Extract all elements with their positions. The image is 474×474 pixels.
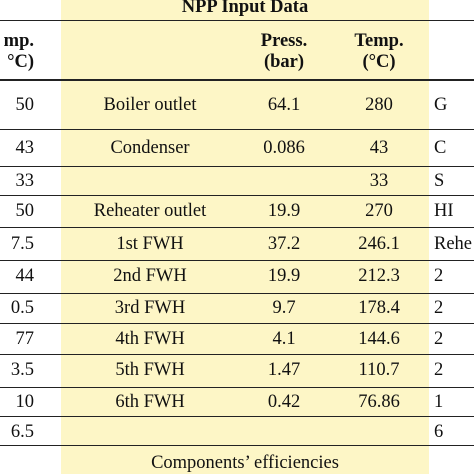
table-cell-press: 64.1 [267, 95, 301, 115]
table-rule [0, 445, 474, 446]
table-rule [0, 354, 474, 355]
table-cell-name: 2nd FWH [113, 266, 187, 286]
table-cell-right: S [434, 171, 445, 191]
table-cell-name: Reheater outlet [93, 201, 207, 221]
table-cell-left: 44 [15, 266, 35, 286]
table-rule [0, 129, 474, 130]
table-rule [0, 260, 474, 261]
table-rule [0, 79, 474, 81]
table-cell-name: 6th FWH [115, 392, 185, 412]
press-header-line1: Press. [260, 31, 308, 51]
table-cell-right: Rehe [434, 234, 473, 254]
table-cell-name: 5th FWH [115, 360, 185, 380]
table-cell-name: Boiler outlet [103, 95, 197, 115]
table-cell-temp: 280 [365, 95, 393, 115]
table-rule [0, 416, 474, 417]
table-cell-left: 0.5 [10, 298, 34, 318]
table-cell-name: Condenser [110, 138, 190, 158]
table-cell-right: 2 [434, 266, 444, 286]
temp-header-line1: Temp. [354, 31, 404, 51]
table-rule [0, 20, 474, 21]
table-cell-temp: 110.7 [358, 360, 400, 380]
table-rule [0, 293, 474, 294]
table-cell-name: 4th FWH [115, 329, 185, 349]
table-cell-left: 3.5 [10, 360, 34, 380]
table-cell-left: 33 [15, 171, 35, 191]
press-header-line2: (bar) [263, 52, 305, 72]
table-rule [0, 166, 474, 167]
table-cell-right: 6 [434, 422, 444, 442]
table-cell-right: G [434, 95, 448, 115]
table-cell-press: 4.1 [272, 329, 296, 349]
table-cell-left: 50 [15, 95, 35, 115]
table-cell-left: 43 [15, 138, 35, 158]
table-cell-right: 2 [434, 298, 444, 318]
table-cell-right: 2 [434, 329, 444, 349]
table-cell-press: 19.9 [267, 201, 301, 221]
table-rule [0, 387, 474, 388]
table-cell-left: 77 [15, 329, 35, 349]
table-cell-press: 37.2 [267, 234, 301, 254]
table-title: NPP Input Data [181, 0, 309, 17]
table-cell-right: HI [434, 201, 454, 221]
table-cell-press: 19.9 [267, 266, 301, 286]
table-cell-press: 0.086 [263, 138, 305, 158]
table-cell-name: 1st FWH [116, 234, 184, 254]
table-cell-right: 2 [434, 360, 444, 380]
table-rule [0, 227, 474, 228]
left-header-line2: °C) [7, 52, 34, 72]
table-cell-temp: 246.1 [358, 234, 400, 254]
table-cell-right: C [434, 138, 447, 158]
table-cell-press: 0.42 [267, 392, 301, 412]
table-rule [0, 323, 474, 324]
table-cell-left: 6.5 [10, 422, 34, 442]
left-header-line1: mp. [3, 31, 34, 51]
table-cell-name: 3rd FWH [114, 298, 186, 318]
table-cell-temp: 270 [365, 201, 393, 221]
table-cell-temp: 76.86 [358, 392, 400, 412]
table-cell-temp: 212.3 [358, 266, 400, 286]
table-cell-left: 10 [15, 392, 35, 412]
table-cell-press: 9.7 [272, 298, 296, 318]
table-cell-left: 50 [15, 201, 35, 221]
table-footer: Components’ efficiencies [151, 453, 339, 473]
table-cell-left: 7.5 [10, 234, 34, 254]
table-cell-temp: 33 [369, 171, 389, 191]
temp-header-line2: (°C) [362, 52, 396, 72]
table-cell-temp: 43 [369, 138, 389, 158]
table-cell-press: 1.47 [267, 360, 301, 380]
table-cell-temp: 178.4 [358, 298, 400, 318]
table-rule [0, 195, 474, 196]
table-cell-right: 1 [434, 392, 444, 412]
table-cell-temp: 144.6 [358, 329, 400, 349]
